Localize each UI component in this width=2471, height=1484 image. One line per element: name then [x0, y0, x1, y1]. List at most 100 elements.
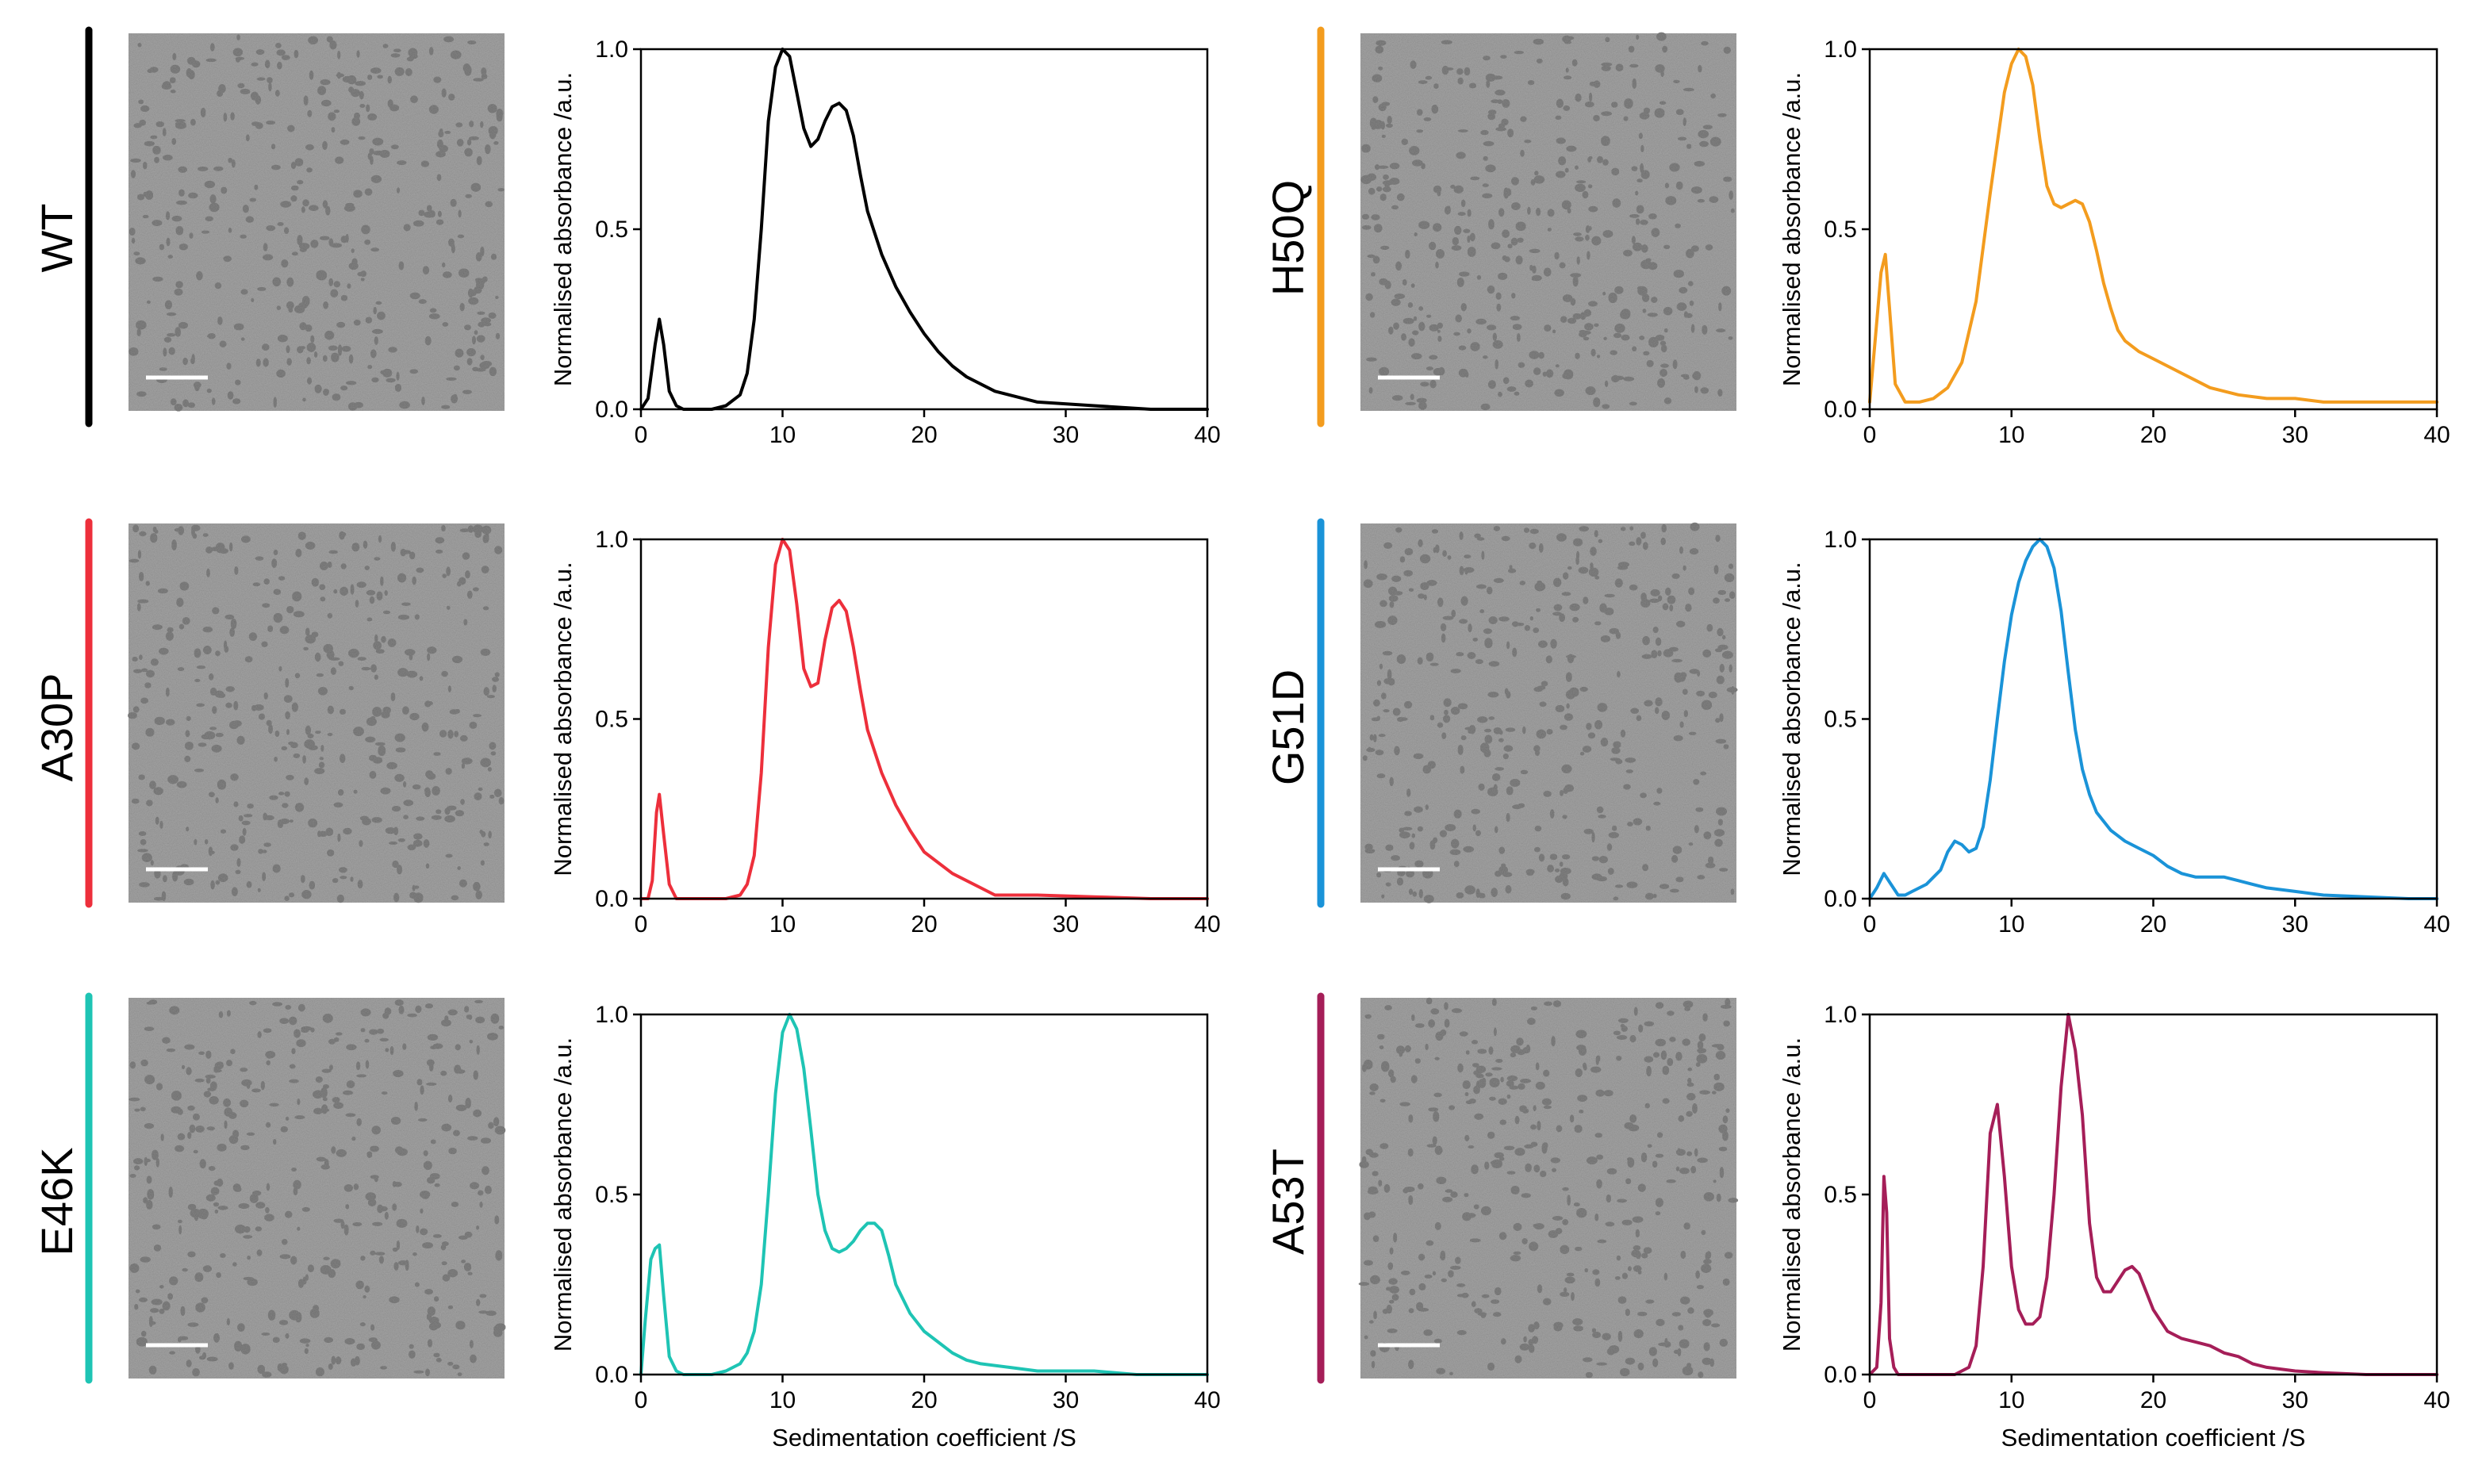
x-tick-label: 0 [1863, 422, 1877, 448]
chart-e46k: 0 10 20 30 40 0.0 0.5 1.0 Normalised absorbance … [549, 1002, 1221, 1451]
y-axis-title: Normalised absorbance /a.u. [549, 1037, 577, 1352]
plot-frame [1868, 538, 2438, 900]
x-tick-label: 40 [1194, 422, 1220, 448]
y-tick-label: 0.5 [595, 1182, 628, 1208]
micrograph-image [128, 523, 505, 903]
micrograph-grain [129, 998, 505, 1379]
y-tick-label: 0.0 [595, 886, 628, 912]
chart-a30p: 0 10 20 30 40 0.0 0.5 1.0 Normalised absorbance … [549, 527, 1221, 938]
data-line-h50q [1868, 48, 2438, 404]
x-tick-label: 20 [911, 1387, 937, 1413]
x-tick-label: 40 [2423, 422, 2450, 448]
variant-label: A30P [32, 673, 82, 782]
x-tick-label: 0 [1863, 1387, 1877, 1413]
panel-g51d: G51D 0 10 20 30 40 0.0 0.5 1.0 Normalised absorba… [1263, 518, 2450, 938]
x-axis-title: Sedimentation coefficient /S [2001, 1424, 2306, 1451]
y-axis-title: Normalised absorbance /a.u. [1778, 1037, 1805, 1352]
micrograph-grain [1360, 998, 1736, 1379]
y-axis-title: Normalised absorbance /a.u. [549, 562, 577, 876]
variant-label: G51D [1263, 669, 1313, 785]
y-axis-title: Normalised absorbance /a.u. [1778, 562, 1805, 876]
x-tick-label: 30 [2282, 1387, 2308, 1413]
plot-frame [639, 48, 1209, 411]
plot-frame [639, 538, 1209, 900]
panel-a30p: A30P 0 10 20 30 40 0.0 0.5 1.0 Normalised absorba… [32, 518, 1221, 938]
y-tick-label: 0.0 [595, 397, 628, 423]
micrograph-image [129, 998, 506, 1379]
y-tick-label: 1.0 [1824, 36, 1857, 63]
y-tick-label: 0.5 [1824, 707, 1857, 733]
x-tick-label: 20 [911, 422, 937, 448]
y-tick-label: 0.5 [595, 217, 628, 243]
variant-label: A53T [1263, 1148, 1313, 1255]
micrograph-grain [1360, 523, 1736, 903]
x-tick-label: 40 [1194, 1387, 1220, 1413]
x-tick-label: 20 [2140, 911, 2166, 938]
x-tick-label: 20 [2140, 1387, 2166, 1413]
x-tick-label: 20 [2140, 422, 2166, 448]
data-line-g51d [1868, 538, 2438, 900]
y-axis-title: Normalised absorbance /a.u. [549, 72, 577, 386]
x-tick-label: 30 [1053, 911, 1079, 938]
plot-frame [639, 1013, 1209, 1376]
x-axis-title: Sedimentation coefficient /S [772, 1424, 1076, 1451]
x-tick-label: 40 [2423, 1387, 2450, 1413]
y-tick-label: 1.0 [595, 36, 628, 63]
y-tick-label: 0.5 [1824, 217, 1857, 243]
variant-label: H50Q [1263, 180, 1313, 296]
x-tick-label: 10 [769, 422, 796, 448]
chart-h50q: 0 10 20 30 40 0.0 0.5 1.0 Normalised absorbance … [1778, 36, 2450, 448]
panel-e46k: E46K 0 10 20 30 40 0.0 0.5 1.0 Normalised absorba… [32, 992, 1221, 1451]
x-tick-label: 0 [635, 911, 648, 938]
data-line-e46k [639, 1013, 1209, 1376]
x-tick-label: 0 [635, 1387, 648, 1413]
x-tick-label: 40 [2423, 911, 2450, 938]
panel-a53t: A53T 0 10 20 30 40 0.0 0.5 1.0 Normalised absorba… [1263, 992, 2450, 1451]
micrograph-image [1358, 997, 1739, 1379]
panel-h50q: H50Q 0 10 20 30 40 0.0 0.5 1.0 Normalised absorba… [1263, 26, 2450, 448]
chart-a53t: 0 10 20 30 40 0.0 0.5 1.0 Normalised absorbance … [1778, 1002, 2450, 1451]
y-tick-label: 0.0 [1824, 397, 1857, 423]
chart-wt: 0 10 20 30 40 0.0 0.5 1.0 Normalised absorbance … [549, 36, 1221, 448]
y-tick-label: 1.0 [1824, 1002, 1857, 1028]
x-tick-label: 10 [769, 911, 796, 938]
micrograph-image [129, 33, 505, 412]
x-tick-label: 20 [911, 911, 937, 938]
y-tick-label: 0.0 [595, 1362, 628, 1388]
x-tick-label: 30 [1053, 1387, 1079, 1413]
micrograph-grain [1360, 33, 1736, 411]
y-tick-label: 0.0 [1824, 886, 1857, 912]
x-tick-label: 30 [2282, 422, 2308, 448]
data-line-a53t [1868, 1013, 2438, 1376]
x-tick-label: 0 [1863, 911, 1877, 938]
y-tick-label: 1.0 [595, 527, 628, 553]
x-tick-label: 30 [2282, 911, 2308, 938]
chart-g51d: 0 10 20 30 40 0.0 0.5 1.0 Normalised absorbance … [1778, 527, 2450, 938]
variant-label: E46K [32, 1148, 82, 1256]
x-tick-label: 0 [635, 422, 648, 448]
x-tick-label: 10 [1998, 911, 2024, 938]
plot-frame [1868, 48, 2438, 411]
micrograph-grain [129, 523, 505, 903]
y-tick-label: 0.5 [1824, 1182, 1857, 1208]
y-tick-label: 1.0 [1824, 527, 1857, 553]
micrograph-image [1360, 32, 1736, 411]
y-axis-title: Normalised absorbance /a.u. [1778, 72, 1805, 386]
data-line-wt [639, 48, 1209, 411]
x-tick-label: 30 [1053, 422, 1079, 448]
x-tick-label: 10 [1998, 1387, 2024, 1413]
y-tick-label: 0.0 [1824, 1362, 1857, 1388]
micrograph-image [1360, 522, 1738, 903]
data-line-a30p [639, 538, 1209, 900]
x-tick-label: 10 [769, 1387, 796, 1413]
y-tick-label: 0.5 [595, 707, 628, 733]
y-tick-label: 1.0 [595, 1002, 628, 1028]
plot-frame [1868, 1013, 2438, 1376]
x-tick-label: 10 [1998, 422, 2024, 448]
micrograph-grain [129, 33, 505, 411]
panel-wt: WT 0 10 20 30 40 0.0 0.5 1.0 Normalised absorbanc… [32, 26, 1221, 448]
x-tick-label: 40 [1194, 911, 1220, 938]
variant-label: WT [32, 203, 82, 272]
